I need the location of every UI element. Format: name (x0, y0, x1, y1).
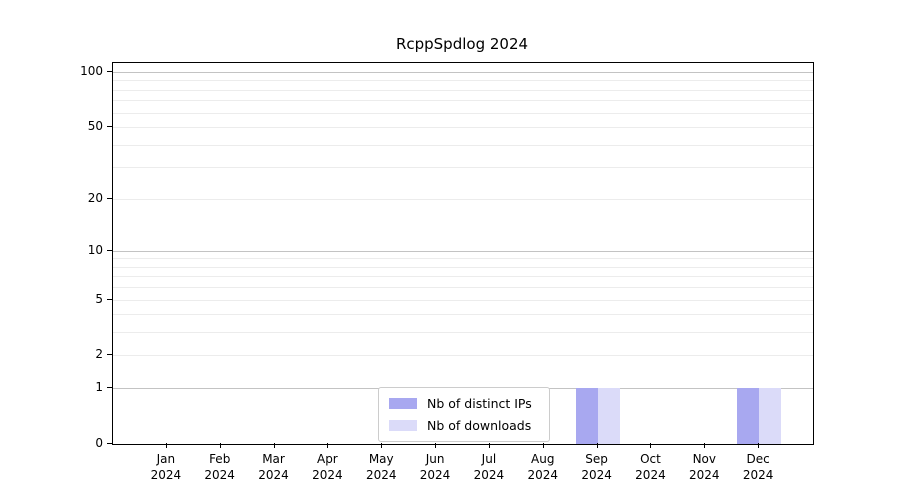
x-tick-label-month: Oct (640, 452, 661, 466)
x-tick-label-month: Dec (746, 452, 770, 466)
x-tick-label: Mar 2024 (246, 451, 302, 483)
gridline-minor (113, 258, 813, 260)
x-tick-label: Apr 2024 (299, 451, 355, 483)
x-tick-label: Feb 2024 (192, 451, 248, 483)
x-tick-label-month: Feb (209, 452, 231, 466)
x-tick-label-month: Jul (481, 452, 497, 466)
x-tick-label-month: Nov (692, 452, 716, 466)
x-tick-mark (273, 443, 275, 448)
y-tick-label: 2 (95, 347, 103, 362)
y-tick-label: 5 (95, 291, 103, 306)
bar-downloads (597, 388, 620, 444)
y-tick-label: 0 (95, 436, 103, 450)
legend: Nb of distinct IPs Nb of downloads (378, 387, 550, 442)
gridline-minor (113, 144, 813, 146)
x-tick-label-year: 2024 (419, 468, 451, 482)
y-tick-label: 100 (80, 64, 103, 79)
legend-swatch-distinct-ips (389, 398, 417, 409)
x-tick-mark (542, 443, 544, 448)
x-tick-label-year: 2024 (635, 468, 666, 482)
x-tick-label: Nov 2024 (676, 451, 732, 483)
x-tick-label: Jul 2024 (461, 451, 517, 483)
y-tick-mark (107, 126, 112, 128)
x-tick-mark (381, 443, 383, 448)
y-tick-label: 20 (87, 190, 103, 205)
y-tick-mark (107, 443, 112, 444)
gridline-minor (113, 127, 813, 129)
gridline-major (113, 72, 813, 74)
x-tick-label-month: Aug (531, 452, 555, 466)
x-tick-label-year: 2024 (473, 468, 505, 482)
y-tick-mark (107, 249, 112, 251)
y-tick-mark (107, 71, 112, 73)
x-tick-label-year: 2024 (689, 468, 720, 482)
x-tick-label: Jun 2024 (407, 451, 463, 483)
x-tick-label: May 2024 (353, 451, 409, 483)
x-tick-label: Sep 2024 (569, 451, 625, 483)
x-tick-label-year: 2024 (742, 468, 774, 482)
gridline-minor (113, 266, 813, 268)
x-tick-label: Oct 2024 (622, 451, 678, 483)
chart-title: RcppSpdlog 2024 (395, 35, 529, 53)
x-tick-label-month: Sep (585, 452, 608, 466)
x-tick-label-year: 2024 (150, 468, 182, 482)
y-tick-label: 50 (87, 119, 103, 134)
gridline-major (113, 250, 813, 252)
x-tick-mark (488, 443, 490, 448)
gridline-minor (113, 287, 813, 289)
y-tick-label: 1 (95, 380, 103, 395)
gridline-minor (113, 89, 813, 91)
x-tick-label-year: 2024 (527, 468, 559, 482)
x-tick-label-year: 2024 (312, 468, 343, 482)
x-tick-mark (758, 443, 760, 448)
legend-row-downloads: Nb of downloads (389, 418, 539, 433)
gridline-minor (113, 100, 813, 102)
x-tick-label-year: 2024 (365, 468, 397, 482)
x-tick-label-year: 2024 (204, 468, 235, 482)
gridline-minor (113, 314, 813, 316)
x-tick-mark (165, 443, 167, 448)
bar-distinct-ips (575, 388, 598, 444)
x-tick-mark (327, 443, 329, 448)
x-tick-mark (704, 443, 706, 448)
gridline-minor (113, 198, 813, 200)
gridline-minor (113, 112, 813, 114)
y-tick-mark (107, 197, 112, 199)
gridline-minor (113, 299, 813, 301)
x-tick-mark (435, 443, 437, 448)
x-tick-label-month: Jun (425, 452, 445, 466)
plot-area: Nb of distinct IPs Nb of downloads (112, 62, 814, 445)
y-tick-mark (107, 298, 112, 300)
y-tick-label: 10 (87, 242, 103, 257)
bar-distinct-ips (737, 388, 760, 444)
x-tick-label-month: Apr (316, 452, 338, 466)
legend-label-downloads: Nb of downloads (427, 418, 532, 433)
gridline-minor (113, 276, 813, 278)
x-tick-label: Jan 2024 (138, 451, 194, 483)
legend-row-distinct-ips: Nb of distinct IPs (389, 396, 539, 411)
gridline-minor (113, 355, 813, 357)
x-tick-label: Aug 2024 (515, 451, 571, 483)
gridline-minor (113, 80, 813, 82)
x-tick-label-year: 2024 (258, 468, 289, 482)
x-tick-label-month: Mar (262, 452, 285, 466)
y-tick-mark (107, 354, 112, 356)
y-tick-mark (107, 387, 112, 389)
x-tick-mark (219, 443, 221, 448)
gridline-minor (113, 167, 813, 169)
legend-swatch-downloads (389, 420, 417, 431)
x-tick-label: Dec 2024 (730, 451, 786, 483)
bar-downloads (759, 388, 782, 444)
x-tick-label-year: 2024 (581, 468, 612, 482)
x-tick-label-month: May (368, 452, 394, 466)
gridline-minor (113, 332, 813, 334)
x-tick-mark (650, 443, 652, 448)
x-tick-label-month: Jan (156, 452, 176, 466)
legend-label-distinct-ips: Nb of distinct IPs (427, 396, 532, 411)
x-tick-mark (596, 443, 598, 448)
